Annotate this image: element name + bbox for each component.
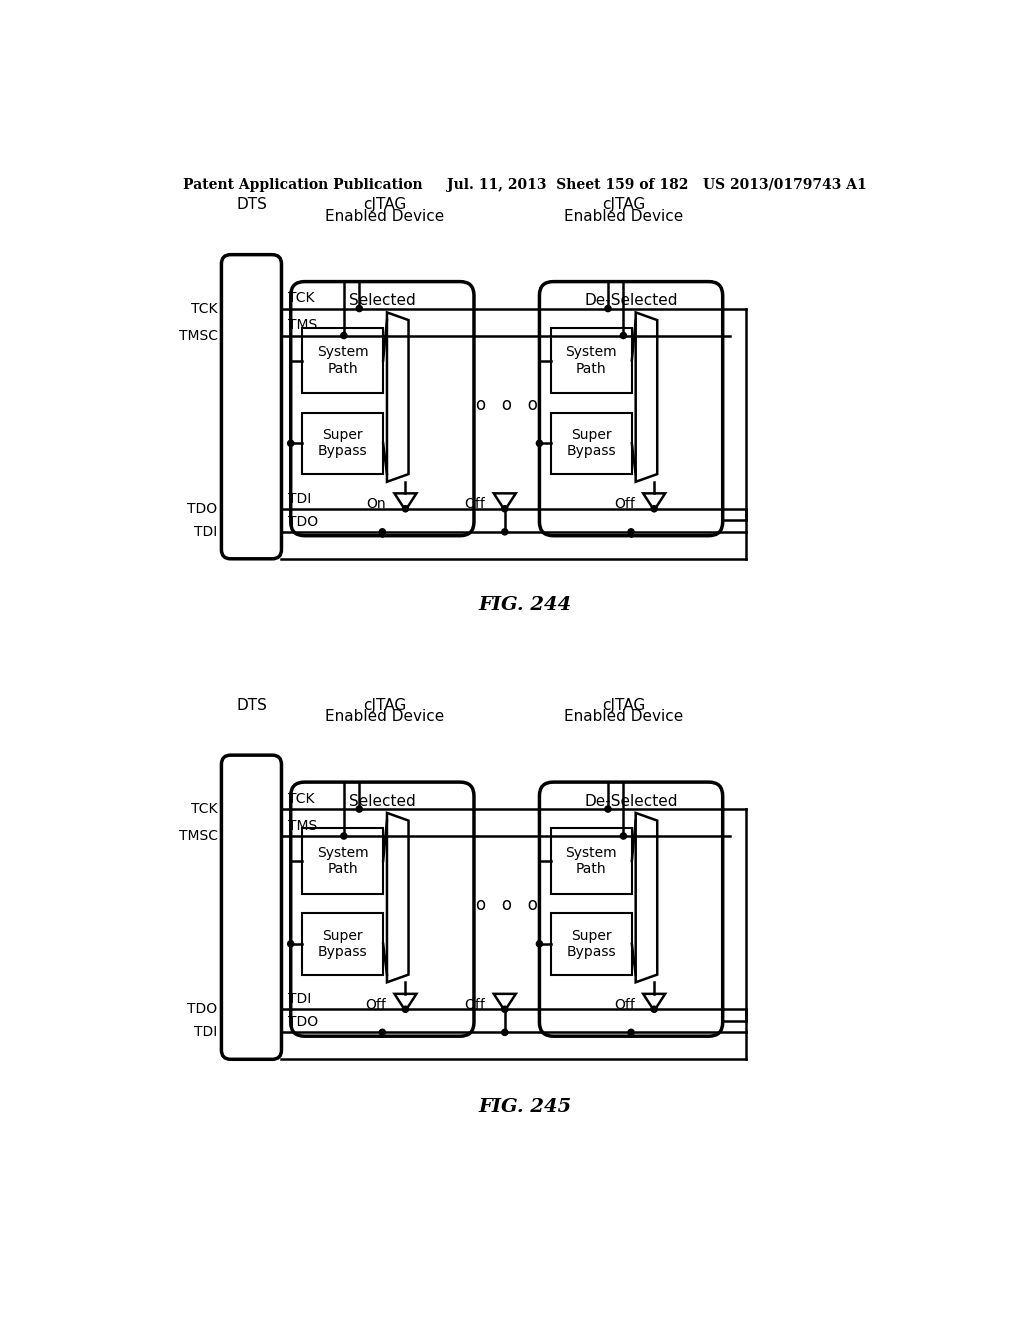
Text: Super
Bypass: Super Bypass bbox=[566, 929, 616, 958]
Text: Super
Bypass: Super Bypass bbox=[317, 428, 368, 458]
Text: o   o   o: o o o bbox=[476, 396, 538, 413]
Circle shape bbox=[288, 441, 294, 446]
Circle shape bbox=[605, 305, 611, 312]
Circle shape bbox=[288, 941, 294, 946]
Circle shape bbox=[537, 441, 543, 446]
Circle shape bbox=[651, 506, 657, 512]
Circle shape bbox=[341, 333, 347, 339]
Circle shape bbox=[502, 529, 508, 535]
Text: Off: Off bbox=[366, 998, 386, 1011]
Text: On: On bbox=[367, 498, 386, 511]
Circle shape bbox=[621, 833, 627, 840]
Circle shape bbox=[356, 807, 362, 812]
Text: cJTAG: cJTAG bbox=[602, 197, 645, 213]
Text: TDI: TDI bbox=[288, 993, 311, 1006]
Text: TMS: TMS bbox=[288, 818, 316, 833]
Text: o   o   o: o o o bbox=[476, 896, 538, 915]
Circle shape bbox=[402, 1006, 409, 1012]
Text: Enabled Device: Enabled Device bbox=[325, 209, 444, 224]
Circle shape bbox=[605, 807, 611, 812]
Text: System
Path: System Path bbox=[316, 846, 369, 876]
Text: Off: Off bbox=[614, 498, 635, 511]
Text: Off: Off bbox=[465, 998, 485, 1011]
Bar bbox=[302, 829, 383, 894]
Circle shape bbox=[379, 1030, 385, 1035]
Text: cJTAG: cJTAG bbox=[364, 197, 407, 213]
Text: De-Selected: De-Selected bbox=[585, 293, 678, 308]
Text: Super
Bypass: Super Bypass bbox=[317, 929, 368, 958]
Text: System
Path: System Path bbox=[316, 346, 369, 376]
FancyBboxPatch shape bbox=[291, 281, 474, 536]
FancyBboxPatch shape bbox=[221, 755, 282, 1059]
Circle shape bbox=[402, 506, 409, 512]
Text: Enabled Device: Enabled Device bbox=[564, 709, 683, 725]
Text: System
Path: System Path bbox=[565, 346, 617, 376]
Circle shape bbox=[502, 1006, 508, 1012]
Text: TDI: TDI bbox=[288, 491, 311, 506]
Text: TCK: TCK bbox=[191, 301, 217, 315]
Text: TCK: TCK bbox=[191, 803, 217, 816]
Circle shape bbox=[537, 941, 543, 946]
Circle shape bbox=[502, 1030, 508, 1035]
Circle shape bbox=[651, 1006, 657, 1012]
Circle shape bbox=[628, 529, 634, 535]
Text: Patent Application Publication     Jul. 11, 2013  Sheet 159 of 182   US 2013/017: Patent Application Publication Jul. 11, … bbox=[183, 178, 866, 191]
Bar bbox=[551, 413, 632, 474]
Circle shape bbox=[502, 506, 508, 512]
Text: System
Path: System Path bbox=[565, 846, 617, 876]
Text: Selected: Selected bbox=[349, 793, 416, 809]
Text: FIG. 244: FIG. 244 bbox=[478, 597, 571, 614]
Text: FIG. 245: FIG. 245 bbox=[478, 1098, 571, 1115]
Text: TDI: TDI bbox=[195, 525, 217, 539]
Bar bbox=[302, 913, 383, 974]
FancyBboxPatch shape bbox=[291, 781, 474, 1036]
Text: DTS: DTS bbox=[236, 197, 267, 213]
Bar bbox=[551, 913, 632, 974]
Bar bbox=[551, 829, 632, 894]
Circle shape bbox=[341, 833, 347, 840]
Bar bbox=[551, 327, 632, 393]
Circle shape bbox=[628, 1030, 634, 1035]
Circle shape bbox=[621, 333, 627, 339]
Text: Enabled Device: Enabled Device bbox=[325, 709, 444, 725]
FancyBboxPatch shape bbox=[540, 281, 723, 536]
Text: Enabled Device: Enabled Device bbox=[564, 209, 683, 224]
Text: De-Selected: De-Selected bbox=[585, 793, 678, 809]
Text: TCK: TCK bbox=[288, 292, 314, 305]
Circle shape bbox=[379, 529, 385, 535]
Text: Super
Bypass: Super Bypass bbox=[566, 428, 616, 458]
Text: TCK: TCK bbox=[288, 792, 314, 807]
Text: Selected: Selected bbox=[349, 293, 416, 308]
Text: cJTAG: cJTAG bbox=[364, 698, 407, 713]
Text: TDO: TDO bbox=[288, 1015, 317, 1030]
Text: TDI: TDI bbox=[195, 1026, 217, 1039]
Text: Off: Off bbox=[614, 998, 635, 1011]
Text: TMSC: TMSC bbox=[178, 829, 217, 843]
Text: TMS: TMS bbox=[288, 318, 316, 333]
Text: DTS: DTS bbox=[236, 698, 267, 713]
Text: TDO: TDO bbox=[187, 502, 217, 516]
Text: TDO: TDO bbox=[187, 1002, 217, 1016]
Text: TDO: TDO bbox=[288, 515, 317, 529]
Circle shape bbox=[356, 305, 362, 312]
Bar bbox=[302, 413, 383, 474]
Bar bbox=[302, 327, 383, 393]
Text: cJTAG: cJTAG bbox=[602, 698, 645, 713]
Text: TMSC: TMSC bbox=[178, 329, 217, 342]
FancyBboxPatch shape bbox=[221, 255, 282, 558]
FancyBboxPatch shape bbox=[540, 781, 723, 1036]
Text: Off: Off bbox=[465, 498, 485, 511]
